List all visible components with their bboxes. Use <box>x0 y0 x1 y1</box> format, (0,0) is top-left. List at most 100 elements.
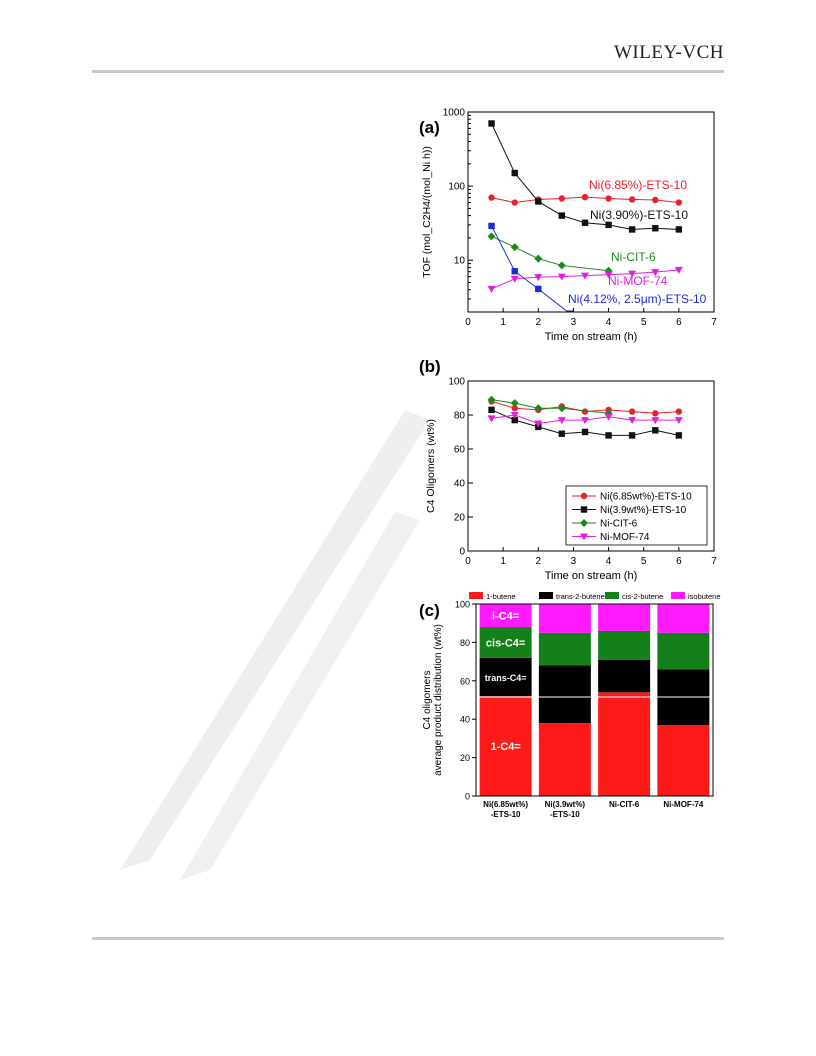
plot-frame-b <box>467 380 715 552</box>
x-tick-label: 1 <box>500 556 506 567</box>
data-point <box>566 310 574 312</box>
x-tick-label: 2 <box>536 556 542 567</box>
data-point <box>652 427 659 434</box>
bar-segment <box>479 627 532 658</box>
series-a-3 <box>487 266 683 293</box>
legend-marker <box>580 492 588 500</box>
x-tick-label: -ETS-10 <box>491 810 521 819</box>
plot-frame-c <box>475 603 714 797</box>
legend-label: Ni(3.9wt%)-ETS-10 <box>600 505 687 516</box>
data-point <box>488 222 495 230</box>
x-tick-label: 2 <box>536 317 542 328</box>
x-tick-label: Ni(6.85wt%) <box>483 800 528 809</box>
data-point <box>488 120 495 127</box>
y-tick-label: 60 <box>460 676 470 686</box>
legend-marker <box>580 506 588 513</box>
x-tick-label: 6 <box>676 556 682 567</box>
data-point <box>651 269 660 277</box>
panel-label: (c) <box>419 601 440 620</box>
bar-segment <box>598 630 651 660</box>
bar-segment <box>538 665 591 724</box>
data-point <box>651 417 660 425</box>
data-point <box>511 405 518 412</box>
y-tick-label: 100 <box>455 600 470 610</box>
data-point <box>674 417 683 425</box>
y-axis-title: TOF (mol_C2H4/(mol_Ni h)) <box>421 146 433 278</box>
y-tick-label: 10 <box>454 256 466 267</box>
y-axis-title: average product distribution (wt%) <box>433 624 444 776</box>
legend-marker <box>580 533 588 541</box>
y-tick-label: 0 <box>459 547 465 558</box>
data-point <box>675 408 683 415</box>
data-point <box>675 199 683 206</box>
bar-segment <box>479 604 532 628</box>
segment-label: i-C4= <box>492 611 519 623</box>
data-point <box>510 399 519 408</box>
x-tick-label: 7 <box>711 556 717 567</box>
data-point <box>557 417 566 425</box>
data-point <box>604 271 613 279</box>
segment-label: trans-C4= <box>485 673 527 683</box>
data-point <box>652 196 659 204</box>
segment-label: cis-C4= <box>486 637 525 649</box>
legend-marker <box>580 519 588 527</box>
x-tick-label: 5 <box>641 317 647 328</box>
plot-frame-a <box>467 111 715 313</box>
data-point <box>488 406 495 414</box>
x-tick-label: 6 <box>676 317 682 328</box>
data-point <box>534 404 543 413</box>
data-point <box>557 261 566 270</box>
data-point <box>675 432 683 439</box>
panel-label: (b) <box>419 357 441 376</box>
data-point <box>510 275 519 283</box>
legend-label: Ni-CIT-6 <box>600 519 638 530</box>
x-tick-label: Ni(3.9wt%) <box>545 800 586 809</box>
bar-segment <box>598 692 651 796</box>
data-point <box>534 254 543 263</box>
series-label: Ni-CIT-6 <box>611 250 656 264</box>
data-point <box>652 225 659 232</box>
data-point <box>511 169 518 177</box>
chart-b: 0 1 2 3 4 5 6 7 0 20 40 60 80 100 Time on stream (h) C4… <box>419 357 717 582</box>
series-label: Ni(3.90%)-ETS-10 <box>590 208 688 222</box>
data-point <box>558 212 566 219</box>
data-point <box>534 274 543 282</box>
data-point <box>534 420 543 428</box>
series-a-1 <box>488 120 683 233</box>
x-tick-label: 0 <box>465 556 471 567</box>
data-point <box>628 196 636 203</box>
chart-a: 0 1 2 3 4 5 6 7 10 100 1000 Time on stream (h) TOF (… <box>419 108 717 344</box>
data-point <box>557 404 566 413</box>
x-tick-label: Ni-CIT-6 <box>609 800 640 809</box>
data-point <box>581 428 589 436</box>
y-tick-label: 80 <box>454 411 466 422</box>
data-point <box>511 199 518 206</box>
legend-label: trans-2-butene <box>556 592 605 601</box>
legend-swatch <box>671 592 685 599</box>
bar-segment <box>657 632 710 670</box>
x-tick-label: 7 <box>711 317 717 328</box>
data-point <box>510 412 519 419</box>
data-point <box>557 273 566 281</box>
legend-swatch <box>539 592 553 599</box>
chart-c: 1-butene trans-2-butene cis-2-butene isobut… <box>419 592 721 819</box>
data-point <box>605 432 612 439</box>
x-axis-title: Time on stream (h) <box>545 331 638 343</box>
data-point <box>628 432 636 439</box>
header-rule <box>92 70 724 73</box>
data-point <box>510 243 519 252</box>
series-a-2 <box>487 232 613 275</box>
publisher-logo: WILEY-VCH <box>613 42 724 63</box>
legend-b: Ni(6.85wt%)-ETS-10 Ni(3.9wt%)-ETS-10 Ni-CI… <box>565 485 708 546</box>
data-point <box>487 395 496 404</box>
bar-segment <box>657 724 710 796</box>
bar-segment <box>538 723 591 796</box>
data-point <box>628 270 637 278</box>
bar-segment <box>657 604 710 633</box>
x-tick-label: -ETS-10 <box>550 810 580 819</box>
watermark <box>120 410 430 880</box>
series-b-3 <box>487 412 683 428</box>
data-point <box>581 408 589 415</box>
data-point <box>604 413 613 421</box>
